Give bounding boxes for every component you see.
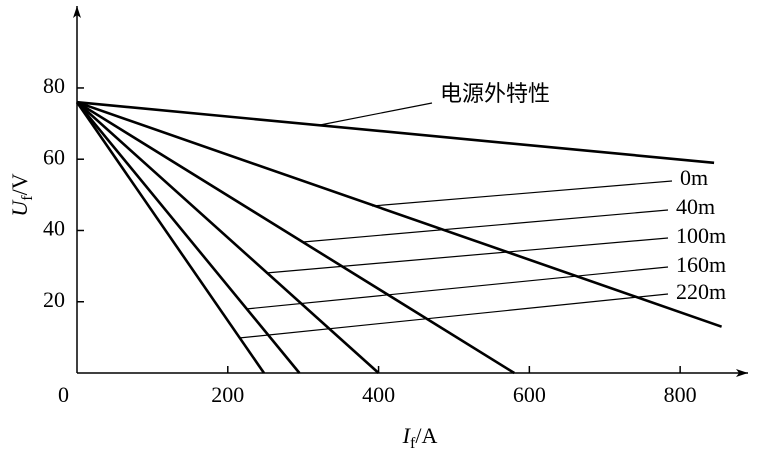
series-line [75, 101, 301, 374]
y-tick-label: 80 [43, 73, 65, 98]
y-tick-label: 60 [43, 144, 65, 169]
y-axis-label: Uf/V [7, 173, 36, 216]
series-line [76, 101, 515, 375]
x-tick-label: 600 [513, 382, 546, 407]
series-line [75, 101, 266, 374]
x-tick-label: 800 [664, 382, 697, 407]
y-label-subscript: f [19, 195, 36, 201]
x-tick-label: 0 [58, 382, 69, 407]
leader-line [371, 180, 673, 207]
x-axis-arrow [736, 369, 748, 377]
leader-line [265, 237, 669, 274]
x-label-subscript: f [410, 435, 416, 452]
series-label: 100m [676, 223, 726, 248]
leader-line [302, 209, 669, 243]
leader-line [319, 102, 433, 126]
leader-line [245, 266, 669, 310]
x-tick-label: 400 [362, 382, 395, 407]
series-line [76, 100, 723, 328]
y-tick-label: 20 [43, 287, 65, 312]
x-axis-label: If/A [402, 423, 438, 452]
y-tick-label: 40 [43, 216, 65, 241]
series-label: 40m [676, 194, 715, 219]
series-line [76, 100, 715, 165]
x-label-unit: /A [415, 423, 437, 448]
y-label-symbol: U [7, 199, 32, 217]
x-label-symbol: I [402, 423, 412, 448]
series-label: 160m [676, 252, 726, 277]
series-label: 0m [680, 165, 708, 190]
leader-line [238, 293, 669, 339]
series-line [76, 101, 380, 374]
y-axis-arrow [73, 6, 81, 18]
y-label-unit: /V [7, 173, 32, 195]
series-label: 电源外特性 [440, 81, 550, 106]
series-label: 220m [676, 279, 726, 304]
x-tick-label: 200 [211, 382, 244, 407]
